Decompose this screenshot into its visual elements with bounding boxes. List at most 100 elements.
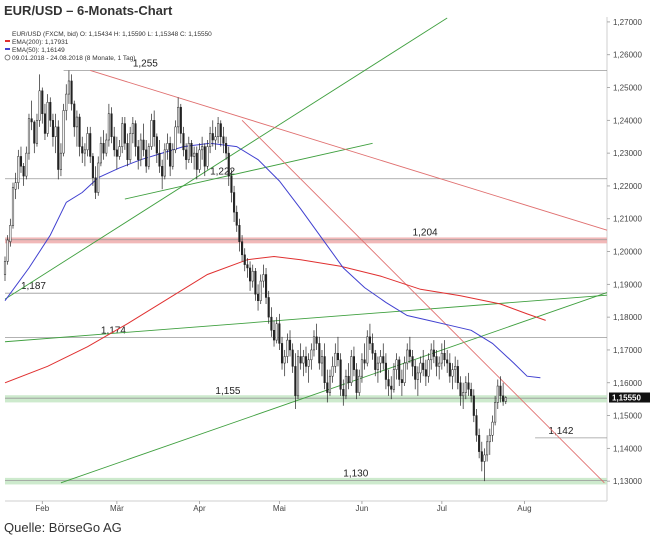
candle-body (121, 123, 124, 147)
candle-body (478, 434, 481, 452)
candle-body (328, 375, 332, 393)
clock-icon (4, 54, 11, 61)
candle (43, 103, 47, 141)
candle-body (203, 146, 206, 167)
candle-body (158, 152, 161, 167)
candle (41, 87, 44, 124)
candle-body (33, 121, 36, 144)
horizontal-levels: 1,255 1,222 1,204 1,187 1,174 1,155 1,142 1,130 (5, 58, 607, 481)
candle-body (118, 146, 121, 157)
candle (264, 267, 268, 305)
candle-body (209, 133, 212, 147)
candle-body (161, 166, 164, 177)
candle-body (344, 375, 348, 397)
green-trend-line (60, 292, 608, 484)
candle (496, 379, 499, 409)
candle (384, 353, 387, 390)
candle-body (249, 267, 252, 282)
candle-body (312, 336, 316, 351)
candle-body (462, 392, 465, 397)
candle (57, 120, 60, 180)
candle-body (259, 280, 262, 301)
candle (211, 120, 214, 147)
candle (427, 353, 430, 383)
candle (339, 353, 342, 396)
candle (483, 448, 486, 482)
candle-body (174, 126, 177, 151)
candles (3, 70, 507, 482)
y-tick-label: 1,22000 (613, 182, 642, 191)
candle-body (51, 120, 54, 137)
candle (166, 133, 169, 160)
candle-body (264, 274, 268, 298)
resistance-band (5, 237, 607, 244)
candle-body (347, 375, 350, 384)
candle-body (440, 352, 443, 364)
candle (502, 382, 505, 406)
candle (360, 353, 363, 383)
candle (288, 330, 292, 357)
candle-body (459, 382, 462, 397)
candle (435, 349, 438, 377)
candle (374, 349, 377, 377)
candle (118, 140, 121, 160)
candle-body (25, 152, 28, 177)
candle-body (107, 113, 110, 141)
candle-body (246, 264, 249, 269)
candle (121, 117, 124, 154)
candle-body (443, 352, 446, 361)
candle (414, 359, 417, 390)
candle-body (166, 143, 169, 151)
candle (235, 205, 238, 232)
candle-body (126, 143, 129, 160)
candle-body (368, 336, 371, 344)
candle-body (360, 359, 363, 377)
candle (334, 343, 337, 373)
candle-body (456, 366, 459, 384)
candle-body (59, 152, 62, 170)
candle (411, 349, 414, 377)
candle (185, 143, 188, 170)
candle-body (342, 389, 345, 397)
candle-body (251, 270, 254, 282)
candle (366, 330, 369, 367)
candle-body (350, 356, 353, 384)
candle-body (147, 146, 150, 167)
candle-body (376, 362, 379, 370)
candle (113, 126, 116, 157)
candle-body (480, 451, 483, 462)
candle (137, 140, 140, 170)
candle-body (422, 362, 425, 370)
legend-ema50: EMA(50): 1,16149 (12, 47, 65, 54)
candle (344, 369, 348, 400)
axes: 1,27000 1,26000 1,25000 1,24000 1,23000 1,220… (35, 18, 650, 513)
legend-ema200: EMA(200): 1,17931 (12, 39, 69, 46)
chart-title: EUR/USD – 6-Monats-Chart (4, 3, 173, 18)
candle (262, 264, 265, 288)
candle-body (11, 187, 15, 226)
candle (22, 162, 25, 186)
candle-body (54, 126, 57, 137)
candle-body (102, 143, 105, 154)
candle-body (233, 192, 236, 213)
candle (438, 356, 441, 380)
candle-body (219, 123, 222, 137)
candle (302, 349, 305, 377)
candle-body (395, 359, 398, 370)
candle (272, 320, 276, 347)
candle-body (99, 143, 102, 164)
candle-body (134, 123, 137, 147)
candle (267, 290, 270, 324)
candle-body (326, 382, 329, 393)
level-label: 1,174 (101, 325, 126, 336)
candle (142, 123, 145, 157)
candle (376, 356, 379, 383)
candle-body (270, 316, 273, 331)
candle-body (139, 139, 142, 160)
candle-body (387, 379, 390, 387)
candle (462, 382, 465, 409)
candle (198, 143, 201, 173)
legend-period: 09.01.2018 - 24.08.2018 (8 Monate, 1 Tag… (12, 55, 135, 62)
candle-body (155, 136, 158, 154)
candle (307, 353, 310, 383)
